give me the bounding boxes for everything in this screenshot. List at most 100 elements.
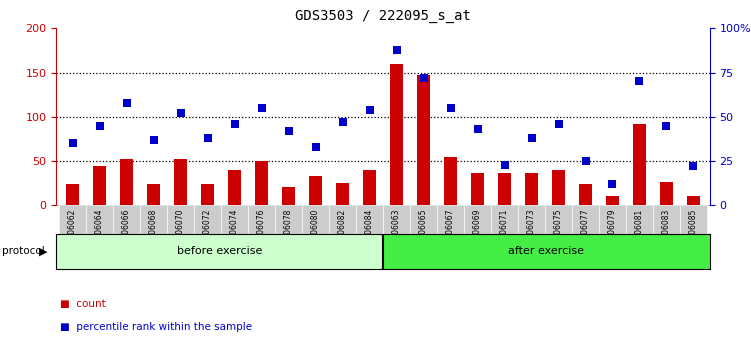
Point — [553, 121, 565, 127]
Bar — [173, 159, 187, 205]
Bar — [390, 64, 403, 205]
Point — [94, 123, 106, 129]
Text: after exercise: after exercise — [508, 246, 584, 256]
Bar — [309, 176, 322, 205]
Bar — [302, 205, 329, 269]
Text: protocol: protocol — [2, 246, 44, 256]
Text: GSM306085: GSM306085 — [689, 209, 698, 255]
Text: ■  percentile rank within the sample: ■ percentile rank within the sample — [60, 322, 252, 332]
Bar — [525, 172, 538, 205]
Bar — [221, 205, 248, 269]
Bar — [255, 161, 268, 205]
Bar — [140, 205, 167, 269]
Text: ■  count: ■ count — [60, 299, 106, 309]
Text: GSM306077: GSM306077 — [581, 209, 590, 255]
Text: GSM306079: GSM306079 — [608, 209, 617, 255]
Bar — [471, 172, 484, 205]
Point — [580, 158, 592, 164]
Point — [336, 119, 348, 125]
Point — [418, 75, 430, 81]
Bar — [336, 183, 349, 205]
Point — [526, 135, 538, 141]
Bar — [383, 205, 410, 269]
Bar — [680, 205, 707, 269]
Bar — [66, 184, 80, 205]
Text: GSM306081: GSM306081 — [635, 209, 644, 255]
Bar — [167, 205, 194, 269]
Bar — [282, 187, 295, 205]
Text: GSM306073: GSM306073 — [527, 209, 536, 255]
Point — [67, 141, 79, 146]
Text: GSM306067: GSM306067 — [446, 209, 455, 255]
Point — [660, 123, 672, 129]
Text: GSM306069: GSM306069 — [473, 209, 482, 255]
Bar — [464, 205, 491, 269]
Text: GSM306076: GSM306076 — [257, 209, 266, 255]
Bar — [363, 170, 376, 205]
Point — [363, 107, 376, 113]
Point — [499, 162, 511, 167]
Text: GSM306078: GSM306078 — [284, 209, 293, 255]
Text: GSM306065: GSM306065 — [419, 209, 428, 255]
Text: GSM306072: GSM306072 — [203, 209, 212, 255]
Bar — [552, 170, 566, 205]
Text: GSM306064: GSM306064 — [95, 209, 104, 255]
Point — [174, 110, 186, 116]
Text: GSM306080: GSM306080 — [311, 209, 320, 255]
Text: ▶: ▶ — [39, 246, 48, 256]
Point — [687, 164, 699, 169]
Bar — [201, 184, 214, 205]
Bar — [329, 205, 356, 269]
Bar — [498, 172, 511, 205]
Bar — [228, 170, 241, 205]
Text: GSM306062: GSM306062 — [68, 209, 77, 255]
Point — [282, 128, 294, 134]
Bar — [248, 205, 275, 269]
Bar — [410, 205, 437, 269]
Point — [445, 105, 457, 111]
Bar — [599, 205, 626, 269]
Point — [255, 105, 267, 111]
Point — [201, 135, 213, 141]
Bar — [146, 184, 160, 205]
Text: GSM306084: GSM306084 — [365, 209, 374, 255]
Bar — [659, 182, 673, 205]
Text: before exercise: before exercise — [177, 246, 262, 256]
Bar — [437, 205, 464, 269]
Point — [309, 144, 321, 150]
Bar — [606, 196, 620, 205]
Text: GSM306071: GSM306071 — [500, 209, 509, 255]
Bar — [626, 205, 653, 269]
Bar — [686, 196, 700, 205]
Bar — [194, 205, 221, 269]
Bar — [86, 205, 113, 269]
Bar — [93, 166, 107, 205]
Text: GSM306082: GSM306082 — [338, 209, 347, 255]
Bar — [653, 205, 680, 269]
Text: GSM306075: GSM306075 — [554, 209, 563, 255]
Bar — [491, 205, 518, 269]
Point — [147, 137, 159, 143]
Text: GDS3503 / 222095_s_at: GDS3503 / 222095_s_at — [295, 9, 471, 23]
Bar — [56, 234, 383, 269]
Text: GSM306070: GSM306070 — [176, 209, 185, 255]
Bar — [119, 159, 133, 205]
Text: GSM306074: GSM306074 — [230, 209, 239, 255]
Point — [120, 100, 132, 105]
Bar — [383, 234, 710, 269]
Bar — [417, 75, 430, 205]
Bar — [579, 184, 593, 205]
Bar — [518, 205, 545, 269]
Text: GSM306068: GSM306068 — [149, 209, 158, 255]
Bar — [444, 156, 457, 205]
Text: GSM306066: GSM306066 — [122, 209, 131, 255]
Point — [634, 79, 646, 84]
Bar — [275, 205, 302, 269]
Bar — [633, 124, 647, 205]
Text: GSM306083: GSM306083 — [662, 209, 671, 255]
Bar — [113, 205, 140, 269]
Bar — [545, 205, 572, 269]
Point — [607, 181, 619, 187]
Text: GSM306063: GSM306063 — [392, 209, 401, 255]
Point — [472, 126, 484, 132]
